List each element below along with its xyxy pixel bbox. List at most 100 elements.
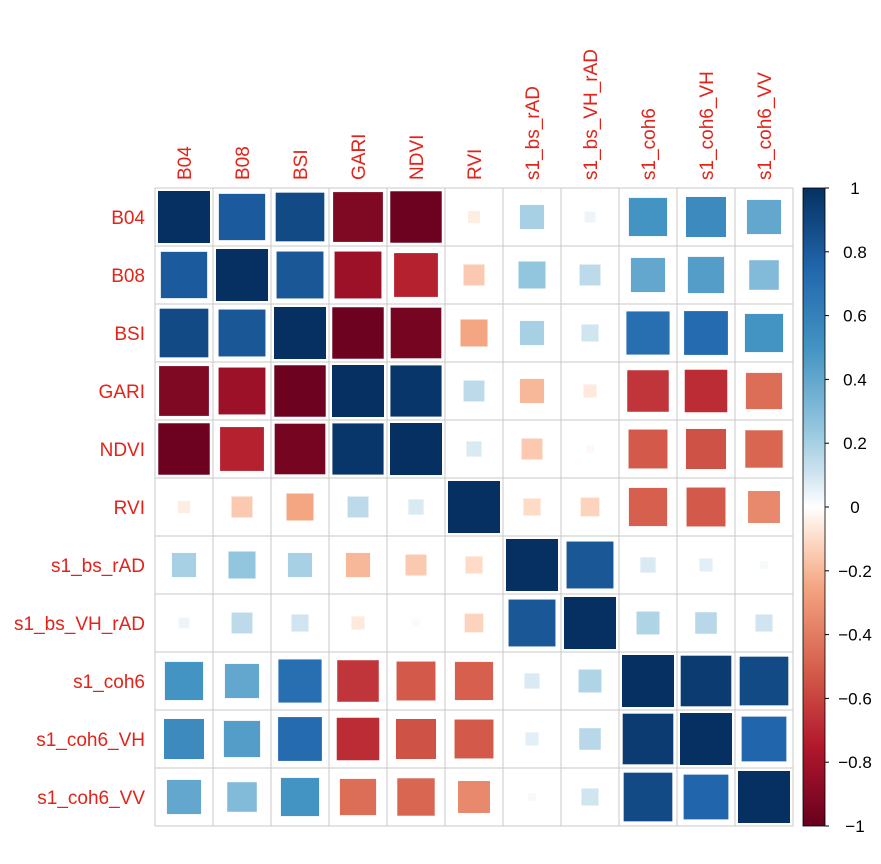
cell-B04-s1_coh6_VH xyxy=(685,196,727,238)
cell-s1_coh6-s1_coh6 xyxy=(620,653,676,709)
cell-GARI-RVI xyxy=(463,380,485,402)
cell-RVI-s1_coh6_VH xyxy=(686,487,726,527)
cell-BSI-GARI xyxy=(330,305,386,361)
cell-B08-RVI xyxy=(463,264,485,286)
cell-s1_coh6_VH-s1_bs_VH_rAD xyxy=(579,728,601,750)
row-label: s1_coh6 xyxy=(73,672,145,693)
cell-s1_coh6_VH-RVI xyxy=(454,719,494,759)
cell-s1_coh6-s1_bs_rAD xyxy=(524,673,540,689)
cell-s1_bs_VH_rAD-RVI xyxy=(464,613,484,633)
cell-B04-s1_bs_rAD xyxy=(519,204,545,230)
cell-s1_bs_rAD-s1_coh6 xyxy=(640,557,656,573)
cell-GARI-B08 xyxy=(216,365,268,417)
cell-B04-NDVI xyxy=(388,189,444,245)
cell-s1_coh6_VH-BSI xyxy=(276,715,324,763)
cell-GARI-s1_coh6_VV xyxy=(745,372,783,410)
cell-BSI-RVI xyxy=(460,319,488,347)
row-label: s1_bs_rAD xyxy=(51,556,145,577)
cell-s1_coh6-B04 xyxy=(164,661,204,701)
cell-GARI-s1_coh6 xyxy=(625,368,671,414)
cell-RVI-s1_coh6_VV xyxy=(748,491,780,523)
column-label: BSI xyxy=(291,149,312,180)
cell-s1_coh6_VV-s1_coh6_VH xyxy=(681,772,731,822)
cell-s1_coh6_VH-GARI xyxy=(334,715,382,763)
column-label: NDVI xyxy=(407,135,428,180)
cell-NDVI-GARI xyxy=(330,421,386,477)
cell-BSI-s1_coh6_VH xyxy=(682,309,730,357)
cell-s1_bs_rAD-B08 xyxy=(228,551,256,579)
colorbar-tick-label: 0 xyxy=(850,498,859,517)
cell-s1_bs_rAD-B04 xyxy=(171,552,197,578)
cell-BSI-s1_bs_VH_rAD xyxy=(581,324,599,342)
row-label: BSI xyxy=(114,324,145,345)
cell-s1_coh6_VV-s1_bs_VH_rAD xyxy=(581,788,599,806)
row-label: s1_bs_VH_rAD xyxy=(14,614,145,635)
cell-BSI-B04 xyxy=(157,306,211,360)
cell-s1_bs_rAD-BSI xyxy=(287,552,313,578)
cell-s1_coh6-BSI xyxy=(276,657,324,705)
cell-BSI-BSI xyxy=(272,305,328,361)
cell-s1_coh6_VH-NDVI xyxy=(395,718,437,760)
cell-s1_bs_rAD-s1_coh6_VV xyxy=(760,561,768,569)
cell-s1_bs_rAD-NDVI xyxy=(405,554,427,576)
cell-s1_coh6_VV-s1_coh6 xyxy=(621,770,675,824)
row-label: RVI xyxy=(114,498,145,519)
cell-s1_bs_VH_rAD-B04 xyxy=(178,617,190,629)
cell-s1_coh6-GARI xyxy=(335,658,381,704)
cell-BSI-s1_coh6 xyxy=(624,309,672,357)
cell-RVI-NDVI xyxy=(408,499,424,515)
cell-GARI-s1_bs_VH_rAD xyxy=(583,384,597,398)
row-label: GARI xyxy=(99,382,145,403)
cell-s1_coh6_VH-B08 xyxy=(223,720,261,758)
cell-s1_bs_rAD-GARI xyxy=(345,552,371,578)
cell-s1_coh6_VV-B08 xyxy=(227,782,257,812)
cell-NDVI-RVI xyxy=(466,441,482,457)
cell-NDVI-s1_coh6 xyxy=(628,429,668,469)
cell-B04-BSI xyxy=(273,190,327,244)
cell-NDVI-B04 xyxy=(156,421,212,477)
cell-RVI-s1_bs_VH_rAD xyxy=(580,497,600,517)
colorbar-tick-label: 1 xyxy=(850,179,859,198)
colorbar-tick-label: −0.2 xyxy=(838,562,872,581)
cell-B08-s1_coh6_VH xyxy=(687,256,725,294)
cell-B04-GARI xyxy=(331,190,385,244)
cell-NDVI-s1_bs_VH_rAD xyxy=(586,445,594,453)
column-labels: B04 B08 BSI GARI NDVI RVI s1_bs_rAD s1_bs_VH_rA… xyxy=(175,49,776,180)
cell-BSI-s1_coh6_VV xyxy=(744,313,784,353)
column-label: s1_bs_VH_rAD xyxy=(581,49,602,180)
cell-B04-B08 xyxy=(216,191,268,243)
cell-BSI-s1_bs_rAD xyxy=(519,320,545,346)
column-label: s1_coh6_VV xyxy=(755,72,776,180)
cell-s1_bs_rAD-s1_bs_rAD xyxy=(504,537,560,593)
cell-s1_coh6-B08 xyxy=(224,663,260,699)
cell-s1_bs_rAD-RVI xyxy=(465,556,483,574)
cell-RVI-s1_coh6 xyxy=(628,487,668,527)
cell-s1_coh6_VV-B04 xyxy=(166,779,202,815)
colorbar-tick-label: 0.8 xyxy=(843,243,867,262)
colorbar-tick-label: −0.6 xyxy=(838,689,872,708)
cell-RVI-RVI xyxy=(446,479,502,535)
cell-B08-B04 xyxy=(158,249,210,301)
cell-BSI-B08 xyxy=(216,307,268,359)
cell-s1_bs_VH_rAD-s1_coh6_VV xyxy=(755,614,773,632)
cell-B08-NDVI xyxy=(392,251,440,299)
colorbar-tick-label: −1 xyxy=(845,817,864,836)
colorbar-gradient xyxy=(802,187,826,827)
cell-s1_bs_VH_rAD-GARI xyxy=(351,616,365,630)
cell-s1_bs_rAD-s1_bs_VH_rAD xyxy=(564,539,616,591)
cell-GARI-NDVI xyxy=(388,363,444,419)
cell-s1_coh6_VH-s1_coh6_VH xyxy=(678,711,734,767)
column-label: s1_bs_rAD xyxy=(523,86,544,180)
cell-s1_bs_VH_rAD-B08 xyxy=(231,612,253,634)
colorbar-tick-label: −0.4 xyxy=(838,626,872,645)
cell-GARI-BSI xyxy=(272,363,328,419)
cell-s1_bs_VH_rAD-s1_bs_rAD xyxy=(506,597,558,649)
column-label: RVI xyxy=(465,149,486,180)
grid-layer xyxy=(154,187,794,827)
cell-NDVI-s1_coh6_VH xyxy=(685,428,727,470)
colorbar-tick-label: 0.4 xyxy=(843,370,867,389)
row-labels: B04 B08 BSI GARI NDVI RVI s1_bs_rAD s1_bs_VH_rA… xyxy=(14,208,145,809)
cell-NDVI-BSI xyxy=(272,421,328,477)
colorbar-tick-label: 0.6 xyxy=(843,307,867,326)
